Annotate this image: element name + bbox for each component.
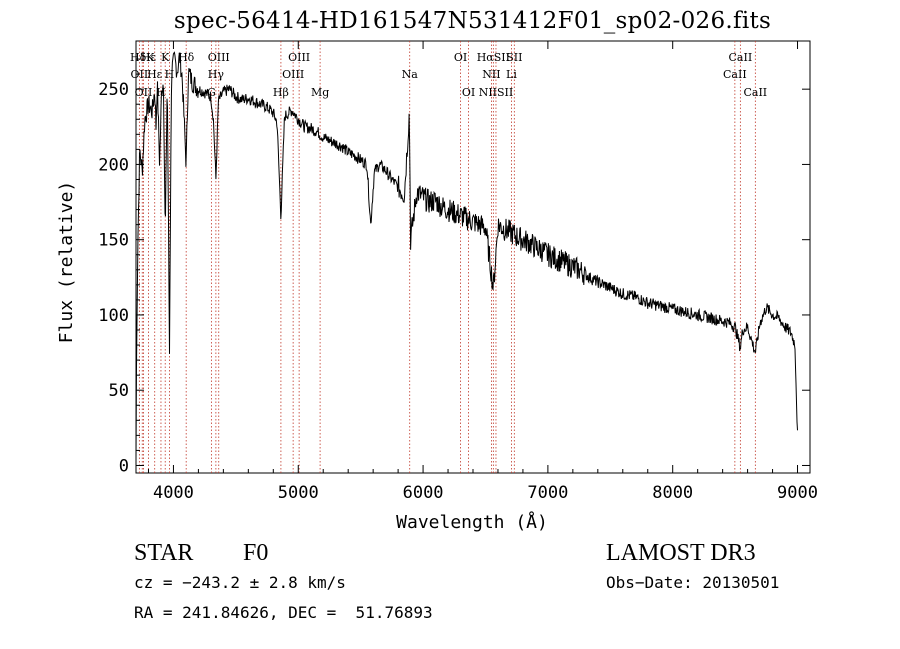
spectrum-line (135, 51, 798, 459)
x-tick-label-1: 5000 (278, 483, 319, 503)
line-label-23: SII (506, 51, 522, 64)
line-label-24: CaII (729, 51, 753, 64)
line-label-2: K (161, 51, 170, 64)
y-axis-label: Flux (relative) (56, 181, 77, 344)
line-label-12: OIII (288, 51, 310, 64)
survey-name: LAMOST DR3 (606, 540, 756, 566)
x-tick-label-5: 9000 (777, 483, 818, 503)
line-label-9: OIII (208, 51, 230, 64)
line-label-20: NII (482, 68, 500, 81)
y-tick-label-4: 200 (98, 155, 129, 175)
chart-title: spec-56414-HD161547N531412F01_sp02-026.f… (173, 8, 772, 34)
y-tick-label-5: 250 (98, 80, 129, 100)
line-label-6: H (165, 68, 175, 81)
x-tick-label-3: 7000 (527, 483, 568, 503)
line-label-10: Hγ (208, 68, 225, 81)
observation-date: Obs−Date: 20130501 (606, 573, 780, 592)
line-label-0: HδK (130, 51, 155, 64)
line-label-18: OI (462, 86, 475, 99)
x-tick-label-0: 4000 (153, 483, 194, 503)
y-axis-ticks: 0 50 100 150 200 250 (98, 58, 810, 476)
plot-frame (135, 40, 811, 474)
line-label-1: Hε (141, 51, 157, 64)
line-label-21: Li (506, 68, 517, 81)
line-label-22: NIISII (479, 86, 514, 99)
coordinates: RA = 241.84626, DEC = 51.76893 (134, 603, 433, 622)
line-label-5: Hε (147, 68, 163, 81)
line-label-15: Mg (311, 86, 329, 99)
line-label-7: OII (135, 86, 153, 99)
line-label-11: G (207, 86, 216, 99)
x-axis-label: Wavelength (Å) (396, 511, 548, 533)
y-tick-label-0: 0 (119, 456, 129, 476)
line-label-17: OI (454, 51, 467, 64)
x-tick-label-2: 6000 (403, 483, 444, 503)
spectral-line-markers (138, 41, 756, 473)
line-label-14: Hβ (273, 86, 289, 99)
y-tick-label-2: 100 (98, 306, 129, 326)
line-label-26: CaII (743, 86, 767, 99)
line-label-3: Hδ (178, 51, 195, 64)
object-class: STAR (134, 540, 194, 566)
line-label-19: HαSII (477, 51, 510, 64)
y-tick-label-3: 150 (98, 231, 129, 251)
line-label-25: CaII (723, 68, 747, 81)
line-label-13: OIII (282, 68, 304, 81)
object-subclass: F0 (243, 540, 269, 566)
line-label-16: Na (402, 68, 419, 81)
x-tick-label-4: 8000 (652, 483, 693, 503)
x-axis-ticks: 4000 5000 6000 7000 8000 9000 (147, 41, 818, 503)
redshift-cz: cz = −243.2 ± 2.8 km/s (134, 573, 346, 592)
y-tick-label-1: 50 (109, 381, 129, 401)
